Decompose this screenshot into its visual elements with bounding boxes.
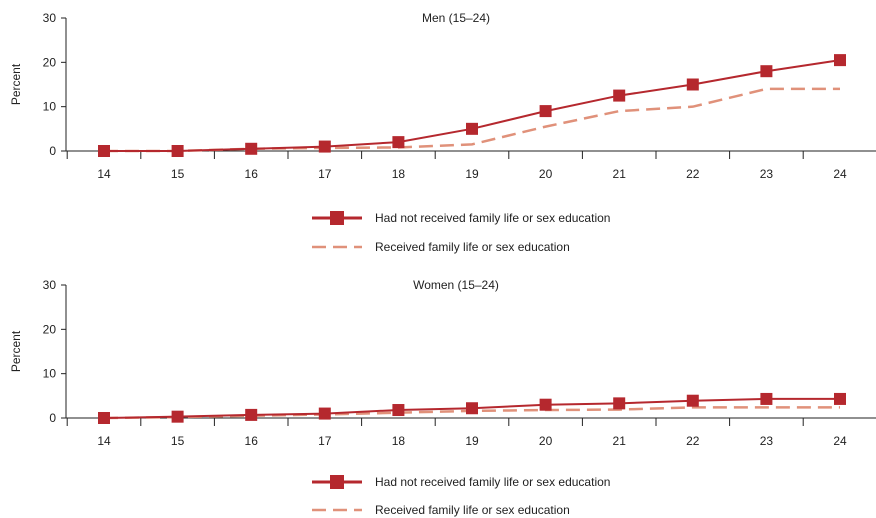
women-series-not-received-point	[760, 392, 773, 405]
women-series-not-received-point	[834, 392, 846, 405]
men-series-not-received-line	[104, 59, 841, 152]
men-x-tick-label: 23	[760, 167, 774, 181]
men-x-tick-label: 20	[539, 167, 553, 181]
men-series-not-received-point	[613, 89, 626, 102]
women-series-not-received-point	[466, 402, 478, 415]
men-legend-received-label: Received family life or sex education	[375, 240, 570, 254]
men-x-tick-label: 14	[97, 167, 111, 181]
men-series-not-received-point	[171, 145, 184, 157]
men-x-tick-label: 18	[392, 167, 406, 181]
women-x-tick-label: 19	[465, 434, 479, 448]
men-panel: 0 10 20 30 14 15 16 17 18 19 20 21 22 23 24 Percent Men …	[9, 11, 876, 254]
women-y-tick-label: 0	[49, 411, 56, 425]
women-x-tick-label: 18	[392, 434, 406, 448]
men-x-tick-label: 24	[833, 167, 847, 181]
men-x-tick-label: 16	[245, 167, 259, 181]
women-series-not-received-point	[392, 404, 405, 417]
women-y-tick-label: 30	[43, 278, 57, 292]
men-chart-title: Men (15–24)	[422, 11, 490, 25]
women-legend-not-received-marker	[330, 475, 344, 489]
women-x-tick-label: 15	[171, 434, 185, 448]
men-y-tick-label: 0	[49, 144, 56, 158]
women-series-not-received-point	[98, 412, 110, 424]
men-series-not-received-point	[318, 140, 331, 153]
women-x-tick-label: 21	[613, 434, 627, 448]
men-x-tick-label: 22	[686, 167, 700, 181]
men-x-tick-label: 17	[318, 167, 332, 181]
women-legend-received-label: Received family life or sex education	[375, 503, 570, 517]
men-y-axis-title: Percent	[9, 63, 23, 105]
men-series-not-received-point	[392, 136, 405, 149]
women-series-not-received-point	[686, 394, 699, 407]
men-legend-not-received-label: Had not received family life or sex educ…	[375, 211, 610, 225]
men-series-not-received-point	[245, 142, 258, 155]
women-series-not-received-point	[539, 398, 552, 411]
women-x-tick-label: 16	[245, 434, 259, 448]
women-y-tick-label: 20	[43, 322, 57, 336]
men-y-tick-label: 30	[43, 11, 57, 25]
men-series-not-received-point	[466, 122, 478, 135]
men-y-tick-label: 10	[43, 100, 57, 114]
men-series-not-received-point	[98, 145, 110, 157]
women-series-not-received-point	[171, 410, 184, 423]
men-series-not-received-point	[539, 105, 552, 118]
men-y-tick-label: 20	[43, 55, 57, 69]
women-y-tick-label: 10	[43, 367, 57, 381]
women-y-axis-title: Percent	[9, 330, 23, 372]
men-x-tick-label: 15	[171, 167, 185, 181]
women-x-tick-label: 14	[97, 434, 111, 448]
women-legend-not-received-label: Had not received family life or sex educ…	[375, 475, 610, 489]
men-series-not-received-point	[834, 54, 846, 67]
men-series-not-received-point	[760, 65, 773, 78]
men-series-not-received-point	[686, 78, 699, 91]
women-x-tick-label: 24	[833, 434, 847, 448]
men-x-tick-label: 21	[613, 167, 627, 181]
men-legend-not-received-marker	[330, 211, 344, 225]
women-x-tick-label: 17	[318, 434, 332, 448]
men-series-received-line	[104, 87, 840, 153]
women-panel: 0 10 20 30 14 15 16 17 18 19 20 21 22 23 24 Percent Wome…	[9, 278, 876, 517]
women-series-not-received-point	[613, 397, 626, 410]
women-series-not-received-point	[245, 408, 258, 421]
women-x-tick-label: 22	[686, 434, 700, 448]
women-chart-title: Women (15–24)	[413, 278, 499, 292]
women-series-not-received-point	[318, 407, 331, 420]
women-x-tick-label: 23	[760, 434, 774, 448]
men-x-tick-label: 19	[465, 167, 479, 181]
women-x-tick-label: 20	[539, 434, 553, 448]
